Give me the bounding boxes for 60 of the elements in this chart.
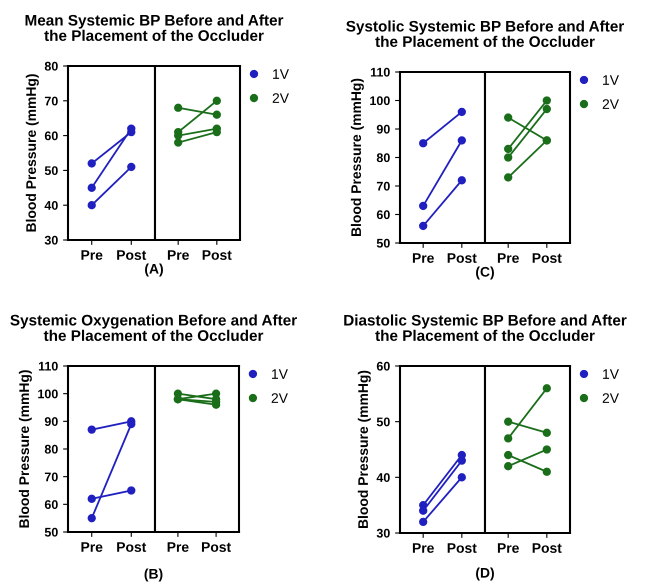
y-tick-label: 60 xyxy=(376,210,390,220)
legend-label: 2V xyxy=(602,99,619,109)
x-tick-label: Pre xyxy=(412,253,434,263)
y-axis-title: Blood Pressure (mmHg) xyxy=(358,370,371,528)
y-tick-label: 70 xyxy=(44,96,58,106)
x-tick-label: Pre xyxy=(168,250,189,260)
x-tick-label: Post xyxy=(117,542,146,552)
y-tick-label: 100 xyxy=(370,96,390,106)
y-tick-label: 90 xyxy=(44,417,58,426)
x-tick-label: Post xyxy=(117,250,146,260)
x-tick-label: Post xyxy=(532,253,562,263)
y-tick-label: 110 xyxy=(370,68,390,77)
y-tick-label: 60 xyxy=(376,362,390,371)
x-tick-label: Pre xyxy=(81,250,102,260)
x-tick-label: Post xyxy=(202,542,231,552)
x-tick-label: Post xyxy=(532,543,562,553)
y-tick-label: 80 xyxy=(376,153,390,162)
text: (A) xyxy=(145,264,163,276)
legend-label: 2V xyxy=(602,393,619,403)
x-tick-label: Pre xyxy=(498,543,519,553)
legend-label: 1V xyxy=(272,369,288,379)
y-tick-label: 90 xyxy=(376,124,390,134)
text: (C) xyxy=(476,266,494,280)
y-tick-label: 30 xyxy=(376,528,390,538)
legend-label: 1V xyxy=(603,369,619,379)
x-tick-label: Pre xyxy=(412,543,434,553)
y-tick-label: 50 xyxy=(376,417,390,426)
y-tick-label: 50 xyxy=(44,528,58,537)
x-tick-label: Pre xyxy=(168,542,189,552)
legend-label: 1V xyxy=(603,75,619,85)
text: (B) xyxy=(144,568,162,582)
x-tick-label: Pre xyxy=(498,253,519,263)
x-tick-label: Post xyxy=(448,253,477,263)
chart-title: Diastolic Systemic BP Before and After the Placement of the Occluder xyxy=(344,314,627,341)
text: (D) xyxy=(476,568,494,580)
y-tick-label: 70 xyxy=(44,472,58,482)
x-tick-label: Post xyxy=(448,543,477,553)
legend-label: 2V xyxy=(272,393,288,403)
chart-title: Systemic Oxygenation Before and After the Placement of the Occluder xyxy=(10,314,297,341)
y-tick-label: 50 xyxy=(376,238,390,248)
y-tick-label: 80 xyxy=(44,444,58,454)
chart-title: Systolic Systemic BP Before and After the Placement of the Occluder xyxy=(346,20,624,47)
y-axis-title: Blood Pressure (mmHg) xyxy=(26,74,39,232)
y-tick-label: 50 xyxy=(44,166,58,176)
y-tick-label: 60 xyxy=(44,500,58,509)
y-tick-label: 110 xyxy=(38,362,58,371)
legend-label: 1V xyxy=(273,69,289,79)
y-tick-label: 100 xyxy=(38,389,58,398)
y-axis-title: Blood Pressure (mmHg) xyxy=(18,370,32,528)
chart-title: Mean Systemic BP Before and After the Placement of the Occluder xyxy=(26,14,284,41)
y-tick-label: 60 xyxy=(44,131,58,140)
y-tick-label: 30 xyxy=(44,236,58,245)
y-tick-label: 40 xyxy=(376,473,390,482)
x-tick-label: Pre xyxy=(81,542,102,552)
legend-label: 2V xyxy=(272,93,289,103)
y-tick-label: 70 xyxy=(376,182,390,191)
y-tick-label: 80 xyxy=(44,62,58,71)
y-axis-title: Blood Pressure (mmHg) xyxy=(350,78,364,236)
x-tick-label: Post xyxy=(202,250,232,260)
y-tick-label: 40 xyxy=(44,201,58,210)
